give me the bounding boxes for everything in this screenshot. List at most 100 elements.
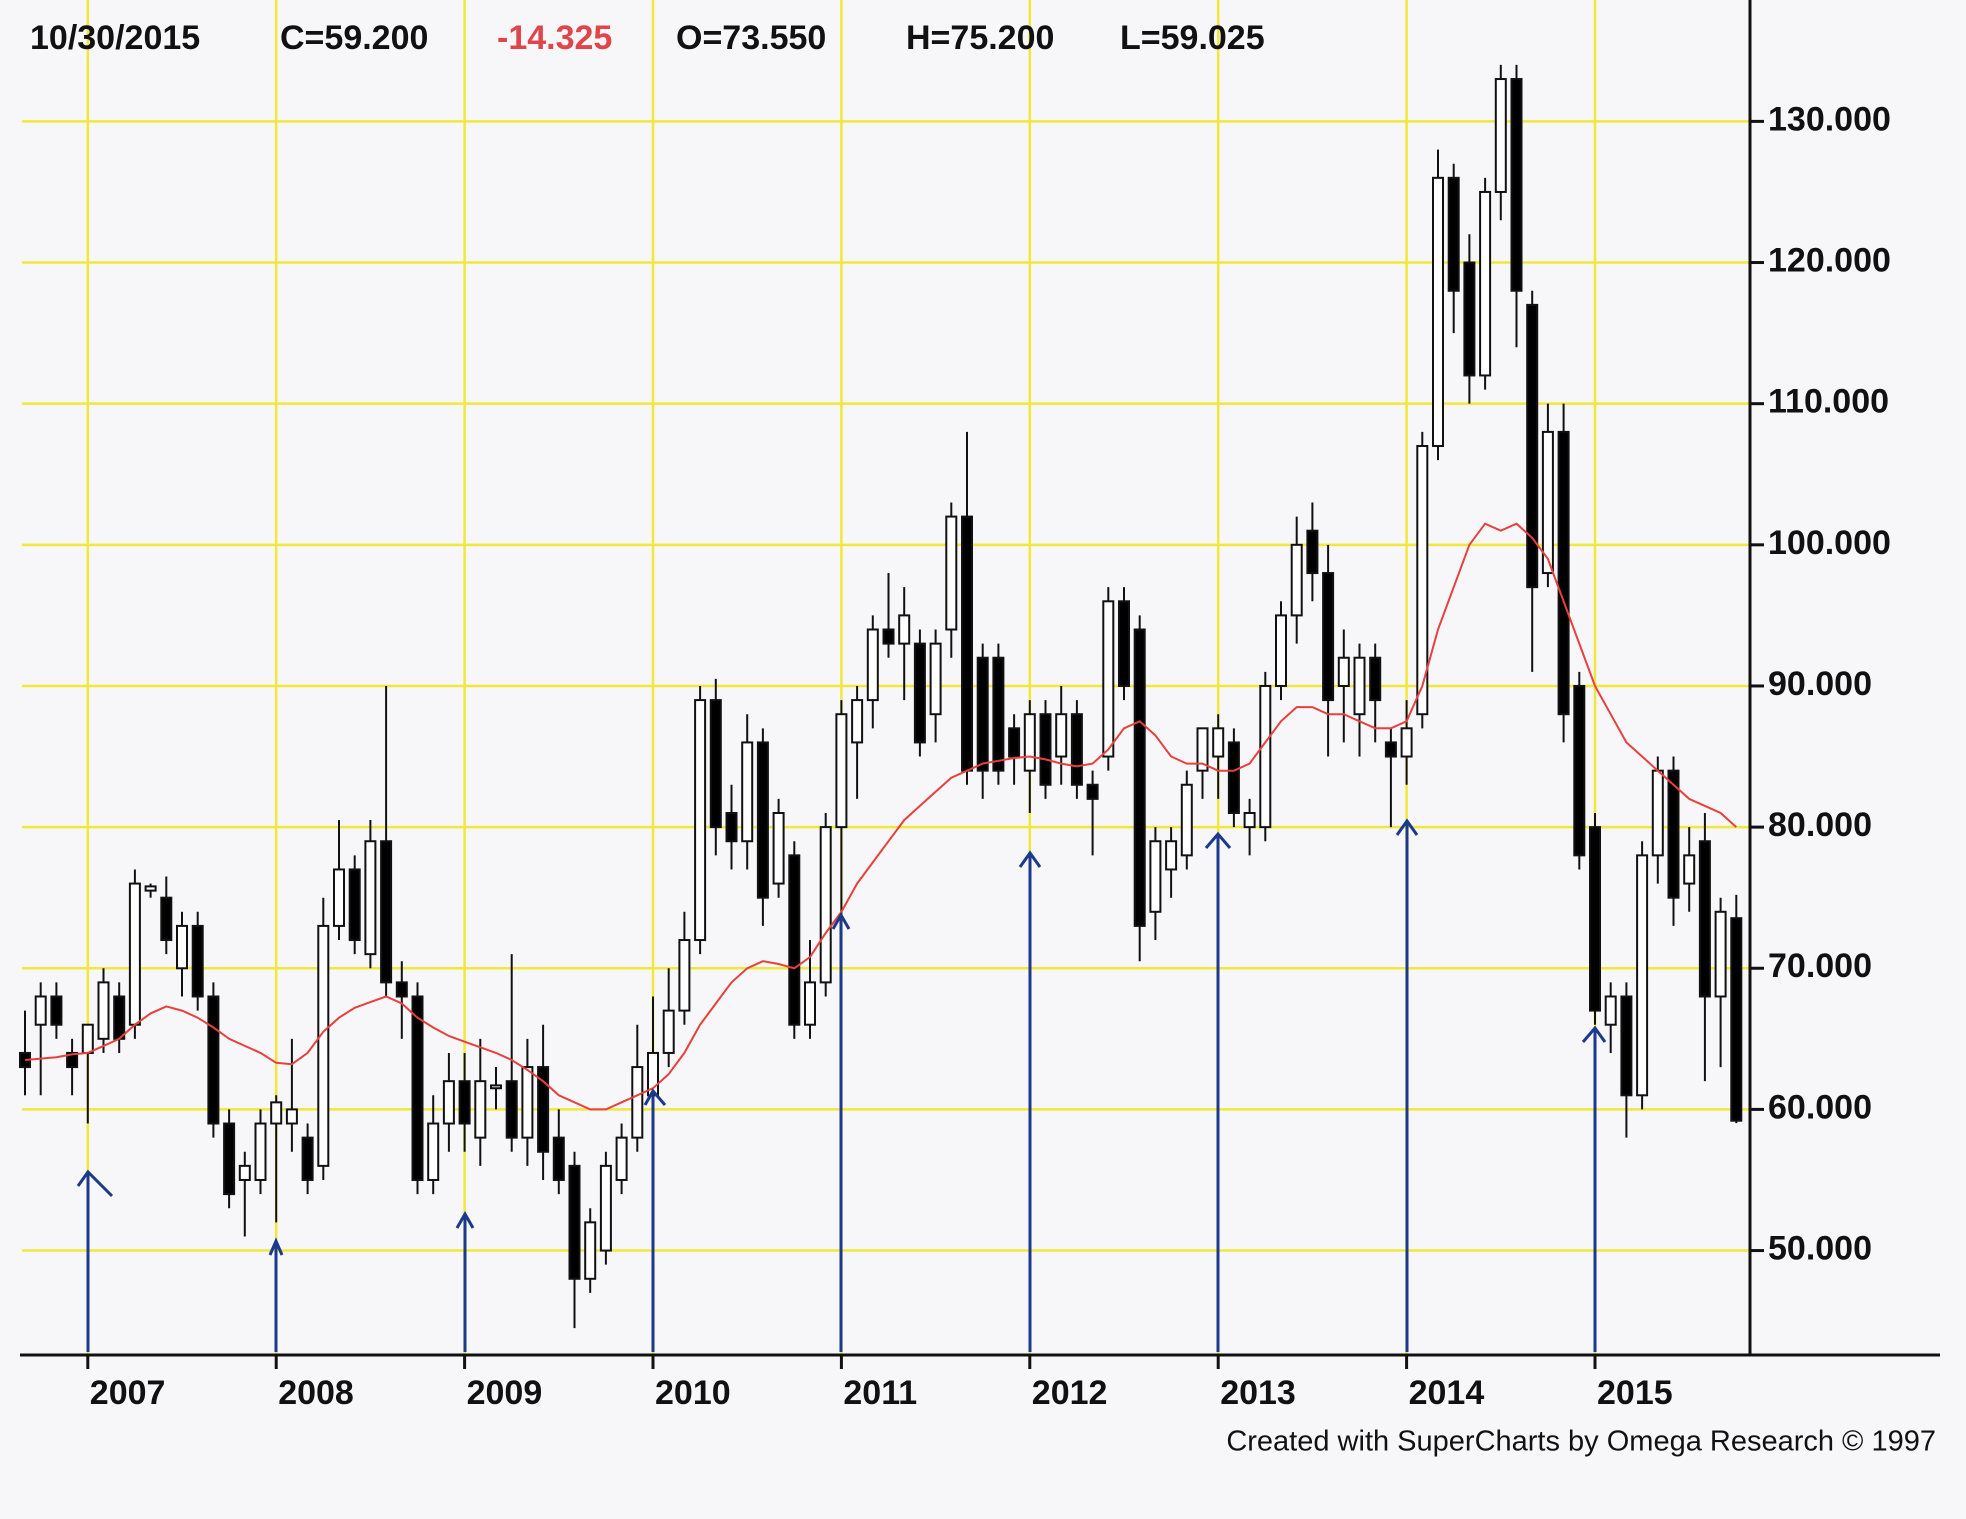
candle-body: [1463, 261, 1476, 377]
candle-body: [505, 1080, 518, 1139]
candle-body: [1070, 713, 1083, 786]
candle-body: [1698, 840, 1711, 998]
arrow: [1581, 1025, 1607, 1352]
candle-body: [1589, 826, 1601, 1012]
candle-body: [1384, 741, 1397, 758]
candle-body: [364, 840, 377, 956]
y-tick-label: 60.000: [1768, 1088, 1872, 1126]
candle-body: [1259, 684, 1272, 829]
candles: [19, 64, 1743, 1329]
candle-body: [1102, 600, 1115, 758]
header-close: C=59.200: [280, 19, 428, 57]
candle-body: [1275, 614, 1287, 687]
candle-body: [285, 1108, 298, 1125]
candle-body: [1227, 741, 1240, 814]
x-tick-label: 2009: [467, 1374, 543, 1412]
arrow: [831, 911, 851, 1352]
candle-body: [788, 854, 801, 1026]
candle-body: [1196, 727, 1209, 772]
x-tick-label: 2007: [90, 1374, 166, 1412]
x-tick-label: 2013: [1220, 1374, 1296, 1412]
candle-body: [992, 656, 1005, 772]
candle-body: [1149, 840, 1162, 913]
candle-body: [1039, 713, 1052, 786]
candle-body: [128, 882, 141, 1026]
candle-body: [1243, 812, 1256, 829]
candle-body: [1730, 917, 1743, 1122]
candle-body: [961, 515, 973, 772]
candle-body: [1212, 727, 1225, 758]
candle-body: [270, 1101, 283, 1125]
candle-body: [866, 628, 879, 702]
arrow: [643, 1088, 667, 1352]
candle-body: [913, 642, 926, 744]
candle-body: [1416, 445, 1429, 716]
candle-body: [1447, 176, 1460, 292]
arrow: [76, 1169, 114, 1352]
candle-body: [1604, 995, 1617, 1026]
candle-body: [333, 868, 345, 927]
y-tick-label: 110.000: [1768, 383, 1889, 421]
candle-body: [631, 1066, 644, 1139]
candle-body: [537, 1066, 550, 1153]
candle-body: [427, 1122, 440, 1181]
candle-body: [66, 1051, 79, 1069]
candle-body: [945, 515, 958, 631]
candle-body: [1714, 910, 1727, 998]
candle-body: [1008, 727, 1021, 758]
header-low: L=59.025: [1120, 19, 1265, 57]
candle-body: [442, 1080, 455, 1125]
candle-body: [81, 1023, 94, 1054]
candle-body: [694, 699, 707, 942]
candle-body: [1118, 600, 1130, 687]
candle-body: [411, 995, 424, 1181]
candle-body: [395, 981, 408, 998]
candle-body: [882, 628, 895, 645]
moving-average-line: [24, 522, 1737, 1111]
candle-body: [1494, 78, 1507, 193]
candle-body: [1573, 684, 1586, 857]
candle-body: [521, 1066, 534, 1139]
candle-body: [898, 614, 911, 645]
header-change: -14.325: [497, 19, 612, 57]
candle-body: [223, 1122, 236, 1196]
candle-body: [458, 1080, 471, 1125]
candle-body: [568, 1164, 581, 1280]
header-open: O=73.550: [676, 19, 826, 57]
candle-body: [348, 868, 361, 942]
candle-body: [1023, 713, 1036, 772]
candle-body: [1432, 176, 1444, 448]
candle-body: [725, 812, 738, 843]
candle-body: [851, 699, 864, 744]
candle-body: [207, 995, 220, 1125]
arrow: [1395, 818, 1419, 1352]
candle-body: [238, 1164, 251, 1181]
x-tick-label: 2011: [843, 1374, 917, 1412]
hand-drawn-arrows: [76, 818, 1607, 1352]
candle-body: [317, 924, 330, 1167]
candle-body: [1133, 628, 1146, 927]
candle-body: [1651, 769, 1664, 857]
candle-body: [254, 1122, 267, 1181]
arrow: [1204, 831, 1232, 1352]
candle-body: [1322, 572, 1335, 702]
x-tick-label: 2008: [278, 1374, 354, 1412]
x-tick-label: 2015: [1597, 1374, 1673, 1412]
candle-body: [819, 826, 832, 984]
y-tick-label: 100.000: [1768, 524, 1891, 562]
candle-body: [1353, 656, 1366, 716]
candle-body: [176, 924, 188, 970]
candle-body: [615, 1136, 628, 1181]
candle-body: [772, 812, 785, 885]
y-tick-label: 120.000: [1768, 242, 1891, 280]
candle-body: [474, 1080, 487, 1139]
candle-body: [1400, 727, 1413, 758]
candle-body: [1369, 656, 1382, 702]
candle-body: [1541, 430, 1554, 575]
candle-body: [301, 1136, 314, 1181]
arrow: [268, 1237, 284, 1352]
candle-body: [144, 885, 157, 892]
candle-body: [1526, 303, 1539, 589]
candle-body: [34, 995, 47, 1026]
candle-body: [1636, 854, 1649, 1097]
